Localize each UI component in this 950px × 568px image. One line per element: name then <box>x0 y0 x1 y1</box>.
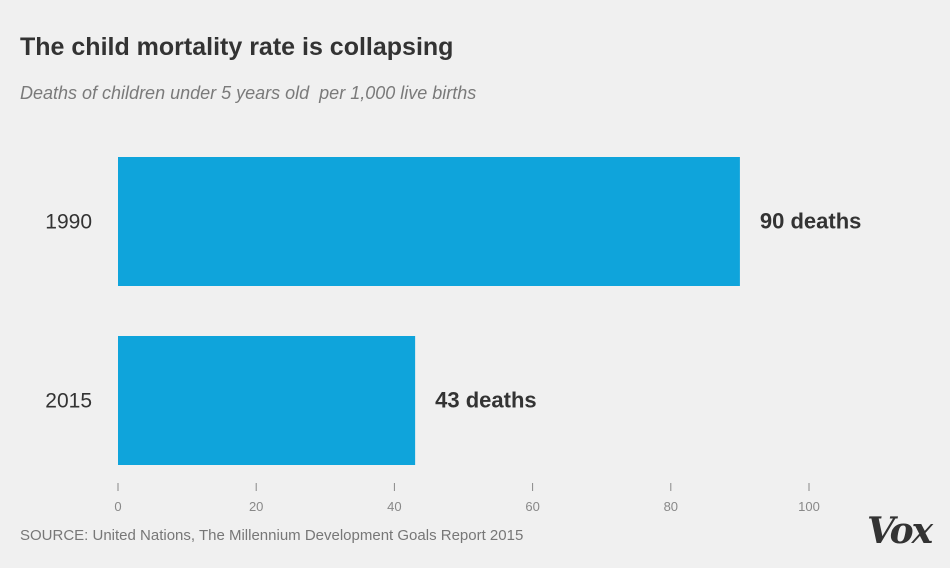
data-label-1990: 90 deaths <box>760 209 862 234</box>
chart-title: The child mortality rate is collapsing <box>20 33 454 61</box>
x-tick-label-80: 80 <box>664 499 678 514</box>
x-tick-label-60: 60 <box>525 499 539 514</box>
category-label-1990: 1990 <box>45 211 92 234</box>
x-tick-label-20: 20 <box>249 499 263 514</box>
bar-1990 <box>118 157 740 286</box>
bar-2015 <box>118 336 416 465</box>
category-label-2015: 2015 <box>45 390 92 413</box>
x-tick-label-40: 40 <box>387 499 401 514</box>
source-note: SOURCE: United Nations, The Millennium D… <box>20 527 524 544</box>
x-tick-label-100: 100 <box>798 499 820 514</box>
vox-logo: Vox <box>867 510 933 552</box>
data-label-2015: 43 deaths <box>435 388 537 413</box>
x-tick-label-0: 0 <box>114 499 121 514</box>
chart-subtitle: Deaths of children under 5 years old per… <box>20 83 477 103</box>
